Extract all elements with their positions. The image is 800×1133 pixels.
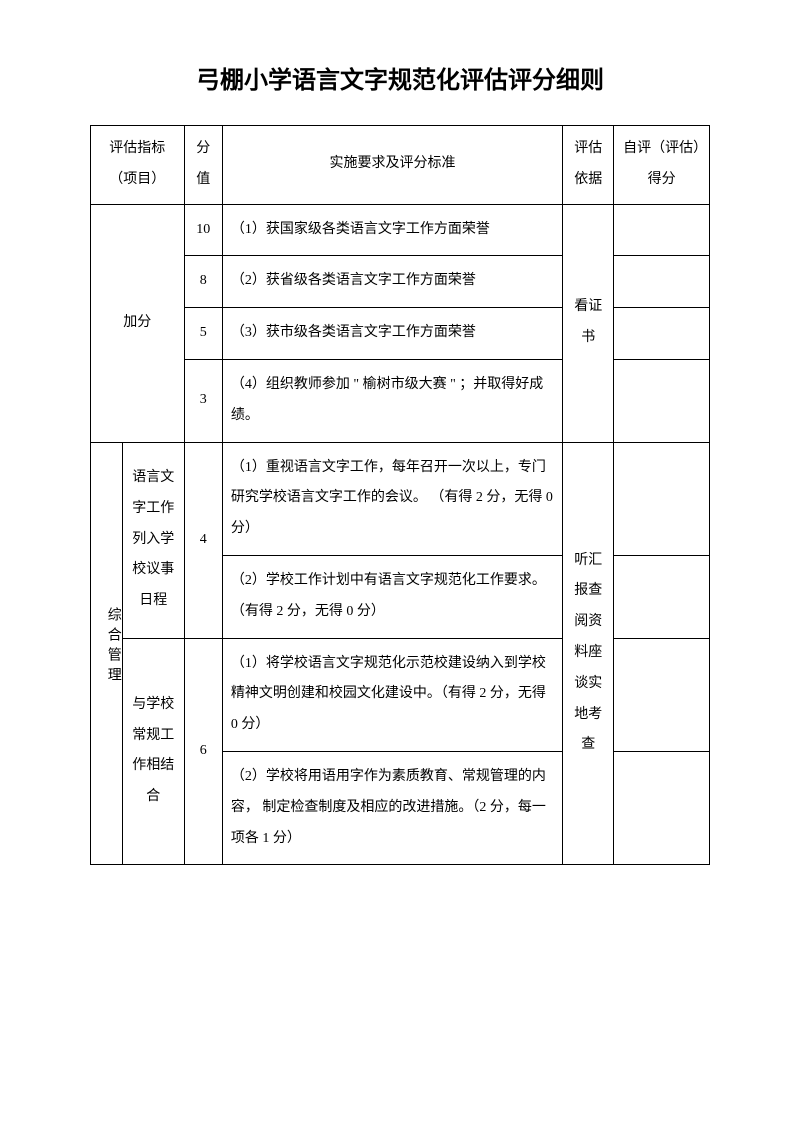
criteria-cell: （2）获省级各类语言文字工作方面荣誉 [222,256,562,308]
self-score-cell [614,638,710,751]
header-self: 自评（评估）得分 [614,126,710,205]
evaluation-table: 评估指标（项目） 分值 实施要求及评分标准 评估依据 自评（评估）得分 加分 1… [90,125,710,865]
table-row: 3 （4）组织教师参加 " 榆树市级大赛 " ；并取得好成绩。 [91,359,710,442]
criteria-cell: （1）重视语言文字工作，每年召开一次以上，专门研究学校语言文字工作的会议。 （有… [222,442,562,555]
table-row: 与学校常规工作相结合 6 （1）将学校语言文字规范化示范校建设纳入到学校精神文明… [91,638,710,751]
table-row: 8 （2）获省级各类语言文字工作方面荣誉 [91,256,710,308]
score-cell: 4 [184,442,222,638]
score-cell: 10 [184,204,222,256]
sub-label: 语言文字工作列入学校议事日程 [122,442,184,638]
header-score: 分值 [184,126,222,205]
header-criteria: 实施要求及评分标准 [222,126,562,205]
score-cell: 6 [184,638,222,865]
table-header-row: 评估指标（项目） 分值 实施要求及评分标准 评估依据 自评（评估）得分 [91,126,710,205]
table-row: 加分 10 （1）获国家级各类语言文字工作方面荣誉 看证书 [91,204,710,256]
table-row: 综合管理 语言文字工作列入学校议事日程 4 （1）重视语言文字工作，每年召开一次… [91,442,710,555]
mgmt-label-text: 综合管理 [97,607,128,687]
page-title: 弓棚小学语言文字规范化评估评分细则 [90,60,710,95]
criteria-cell: （2）学校工作计划中有语言文字规范化工作要求。（有得 2 分，无得 0 分） [222,555,562,638]
score-cell: 3 [184,359,222,442]
criteria-cell: （3）获市级各类语言文字工作方面荣誉 [222,308,562,360]
score-cell: 8 [184,256,222,308]
table-row: 5 （3）获市级各类语言文字工作方面荣誉 [91,308,710,360]
header-indicator: 评估指标（项目） [91,126,185,205]
self-score-cell [614,442,710,555]
self-score-cell [614,359,710,442]
self-score-cell [614,204,710,256]
score-cell: 5 [184,308,222,360]
self-score-cell [614,555,710,638]
self-score-cell [614,751,710,864]
sub-label: 与学校常规工作相结合 [122,638,184,865]
criteria-cell: （1）将学校语言文字规范化示范校建设纳入到学校精神文明创建和校园文化建设中。（有… [222,638,562,751]
bonus-label: 加分 [91,204,185,442]
mgmt-label: 综合管理 [91,442,123,865]
basis-cell: 看证书 [563,204,614,442]
self-score-cell [614,256,710,308]
basis-cell: 听汇报查阅资料座谈实地考查 [563,442,614,865]
criteria-cell: （1）获国家级各类语言文字工作方面荣誉 [222,204,562,256]
header-basis: 评估依据 [563,126,614,205]
criteria-cell: （2）学校将用语用字作为素质教育、常规管理的内容， 制定检查制度及相应的改进措施… [222,751,562,864]
criteria-cell: （4）组织教师参加 " 榆树市级大赛 " ；并取得好成绩。 [222,359,562,442]
self-score-cell [614,308,710,360]
